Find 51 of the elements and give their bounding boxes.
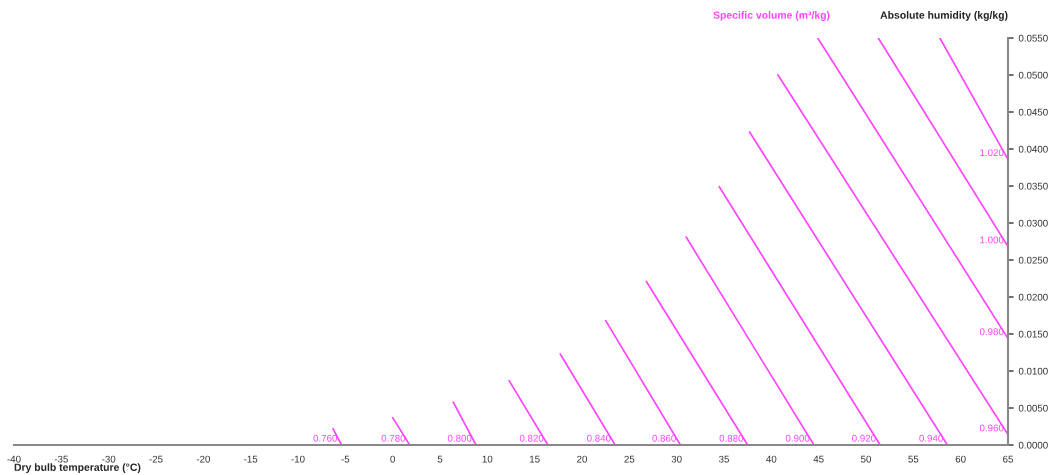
y-tick-label: 0.0450 [1018,108,1048,116]
series-label: 0.960 [979,424,1004,432]
x-tick-label: -5 [341,455,350,463]
y-tick-label: 0.0500 [1018,71,1048,79]
x-tick-label: 60 [955,455,966,463]
y-tick-label: 0.0200 [1018,293,1048,301]
x-tick-label: -25 [149,455,163,463]
series-label: 0.800 [447,434,472,442]
x-tick-label: 35 [718,455,729,463]
x-tick-label: 20 [577,455,588,463]
chart-title: Specific volume (m³/kg) [713,11,830,21]
x-tick-label: 50 [860,455,872,463]
x-tick-label: 5 [437,455,443,463]
x-tick-label: 45 [813,455,824,463]
y-tick-label: 0.0150 [1018,330,1048,338]
x-tick-label: -10 [291,455,305,463]
series-label: 0.980 [979,328,1004,336]
x-tick-label: 65 [1003,455,1013,463]
y-tick-label: 0.0250 [1018,256,1048,264]
x-tick-label: -40 [7,455,21,463]
y-tick-label: 0.0350 [1018,182,1048,190]
x-tick-label: 55 [908,455,919,463]
x-tick-label: 25 [624,455,635,463]
series-label: 0.760 [313,434,337,442]
y-tick-label: 0.0000 [1018,441,1048,449]
x-tick-label: 40 [766,455,777,463]
series-label: 0.860 [652,434,676,442]
series-label: 0.840 [587,434,611,442]
series-label: 0.920 [852,434,876,442]
x-tick-label: 10 [482,455,493,463]
x-tick-label: -15 [244,455,258,463]
series-label: 1.000 [980,236,1004,244]
x-axis-title: Dry bulb temperature (°C) [14,463,141,473]
series-label: 0.940 [919,434,943,442]
series-label: 0.820 [519,434,544,442]
x-tick-label: 30 [671,455,682,463]
series-label: 1.020 [980,149,1004,157]
x-tick-label: 15 [530,455,540,463]
y-tick-label: 0.0300 [1018,219,1048,227]
y-tick-label: 0.0400 [1018,145,1048,153]
series-label: 0.900 [785,434,810,442]
y-tick-label: 0.0550 [1018,34,1048,42]
series-label: 0.780 [381,434,406,442]
x-tick-label: -35 [54,455,68,463]
x-tick-label: -20 [196,455,210,463]
series-label: 0.880 [719,434,744,442]
x-tick-label: -30 [102,455,116,463]
y-axis-title: Absolute humidity (kg/kg) [880,11,1008,21]
y-tick-label: 0.0050 [1018,404,1048,412]
x-tick-label: 0 [390,455,395,463]
y-tick-label: 0.0100 [1018,367,1048,375]
